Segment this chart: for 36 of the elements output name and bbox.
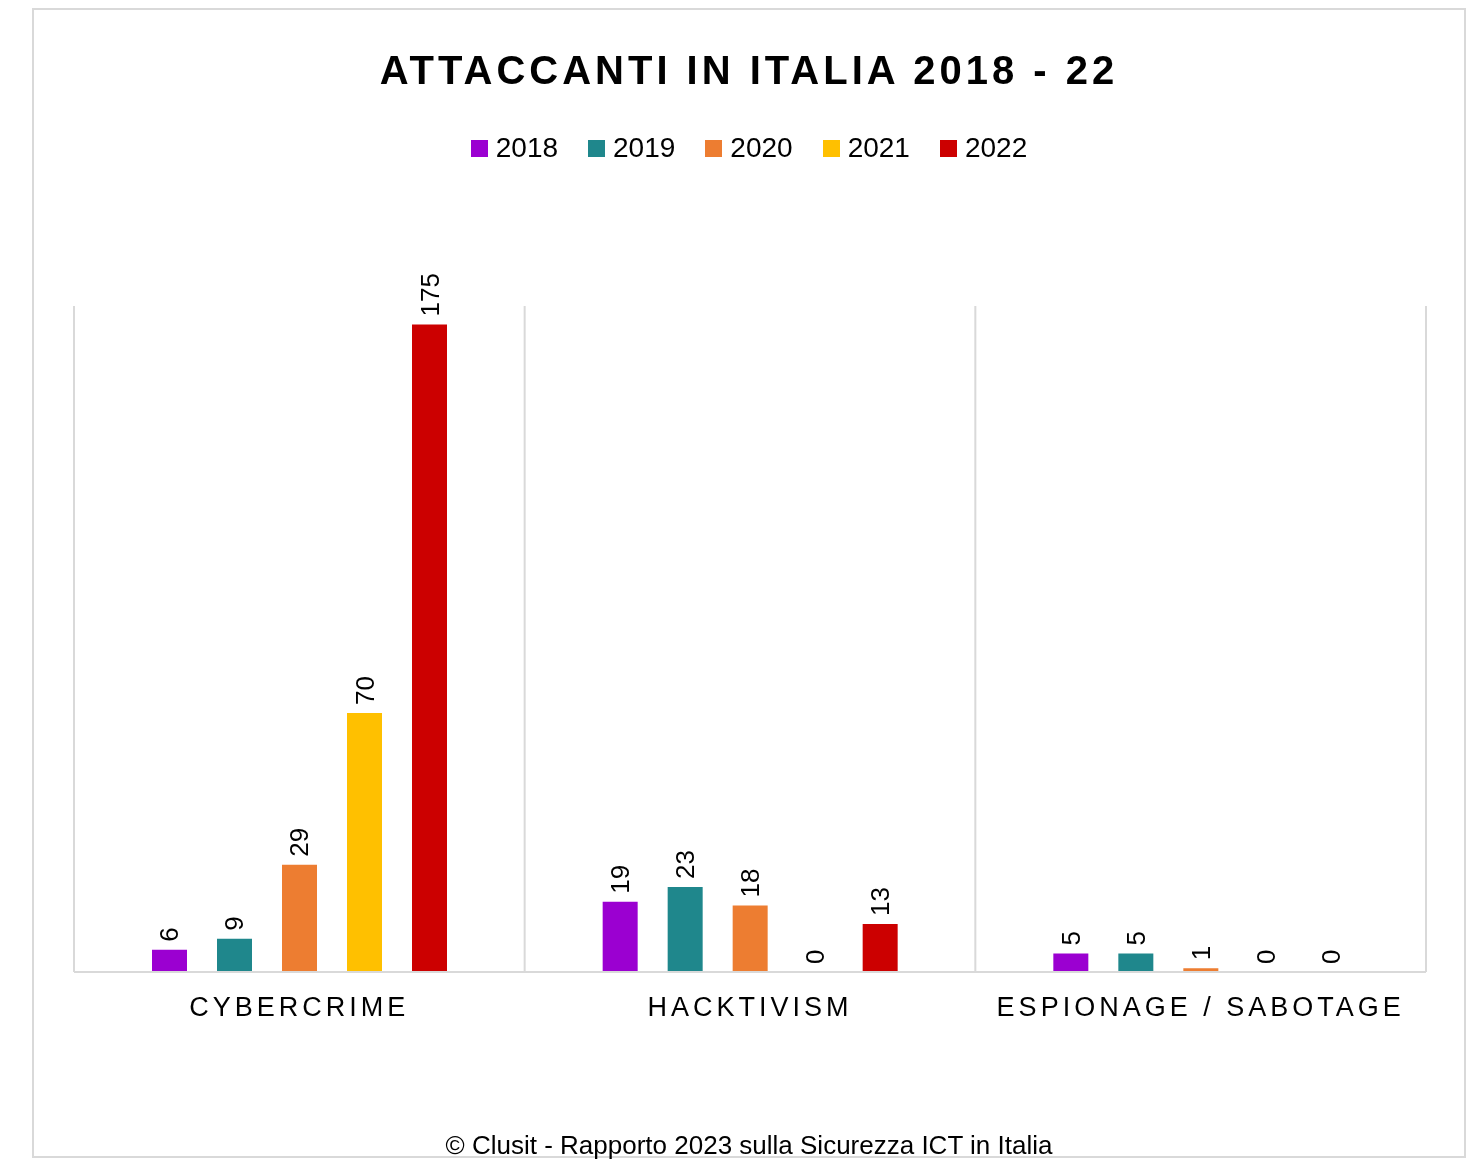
bar [282, 864, 317, 972]
data-label: 0 [1315, 949, 1346, 964]
legend-label: 2022 [964, 132, 1028, 164]
data-label: 23 [670, 849, 701, 879]
data-label: 6 [154, 927, 185, 942]
data-label: 5 [1055, 931, 1086, 946]
text: © Clusit - Rapporto 2023 sulla Sicurezza ICT in Italia [444, 1130, 1054, 1159]
bar [412, 324, 447, 972]
data-label: 0 [1250, 949, 1281, 964]
bar [667, 886, 703, 972]
x-tick-label: ESPIONAGE / SABOTAGE [996, 992, 1405, 1022]
data-label: 9 [219, 916, 250, 931]
legend-label: 2018 [495, 132, 559, 164]
bar [347, 713, 382, 972]
bar [602, 901, 638, 972]
bar [1118, 953, 1154, 972]
data-label: 18 [735, 868, 766, 898]
legend-label: 2019 [613, 132, 676, 164]
bar [217, 938, 252, 972]
bar [152, 949, 187, 972]
data-label: 1 [1185, 945, 1216, 961]
bar [1053, 953, 1089, 972]
bar [732, 905, 768, 972]
data-label: 0 [800, 949, 831, 964]
legend-label: 2020 [730, 132, 793, 164]
data-label: 13 [865, 886, 896, 916]
data-label: 19 [605, 864, 636, 894]
data-label: 29 [284, 827, 315, 857]
bar [862, 923, 898, 972]
data-label: 5 [1120, 931, 1151, 946]
chart-title: ATTACCANTI IN ITALIA 2018 - 22 [378, 48, 1120, 93]
data-label: 175 [414, 273, 445, 317]
x-tick-label: CYBERCRIME [189, 992, 410, 1022]
x-tick-label: HACKTIVISM [647, 992, 853, 1022]
legend-label: 2021 [847, 132, 910, 164]
data-label: 70 [349, 676, 380, 705]
